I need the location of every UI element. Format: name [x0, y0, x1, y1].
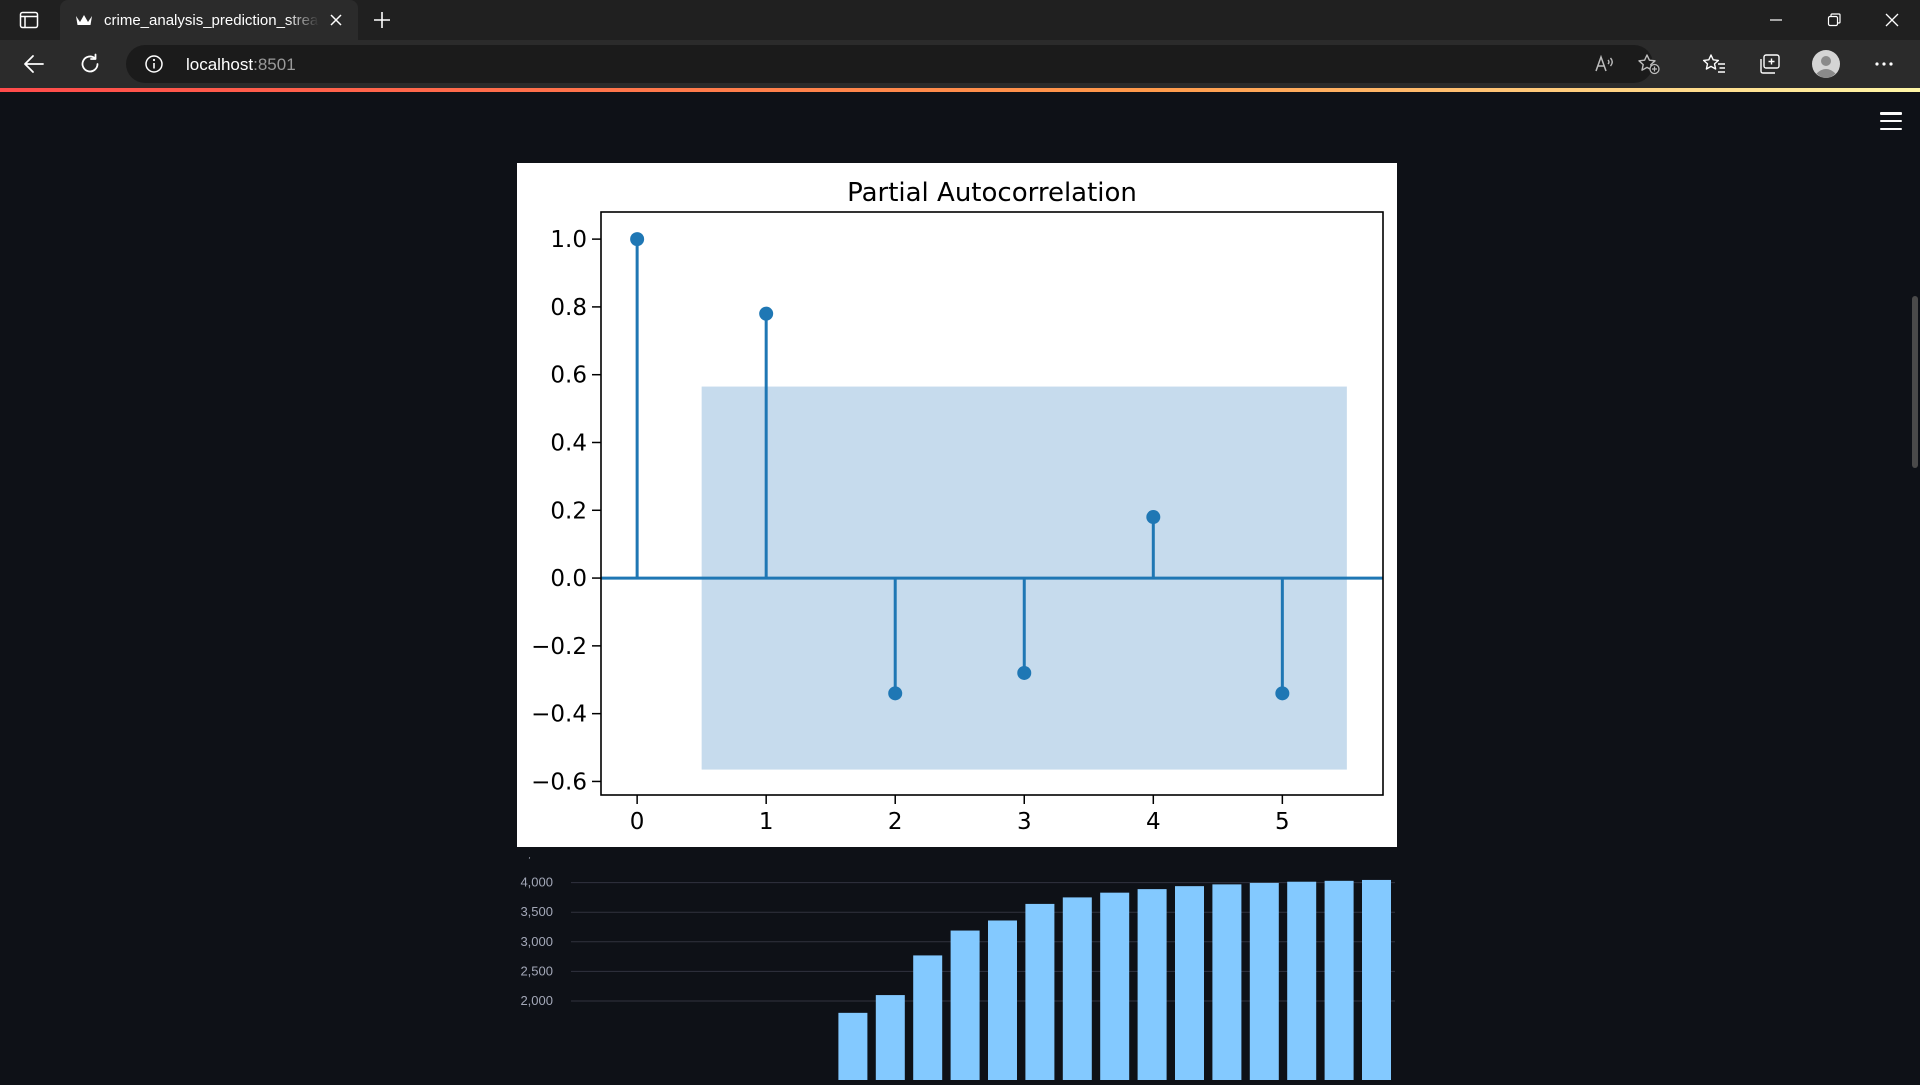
- bar-y-tick-label: 2,000: [520, 993, 553, 1008]
- tab-close-icon[interactable]: [326, 10, 346, 30]
- pacf-x-tick-label: 2: [888, 809, 903, 835]
- favorites-icon[interactable]: [1698, 48, 1730, 80]
- bar-mark: [875, 995, 905, 1080]
- tab-title: crime_analysis_prediction_streamlit: [104, 11, 319, 29]
- favorite-add-icon[interactable]: [1636, 52, 1662, 76]
- bar-mark: [1025, 903, 1055, 1080]
- bar-mark: [838, 1012, 868, 1080]
- bar-chart: 2,000 2,500 3,000 3,500 4,000 4,500: [505, 845, 1405, 1080]
- url-text[interactable]: localhost:8501: [186, 55, 296, 74]
- hamburger-menu-icon[interactable]: [1880, 112, 1902, 130]
- streamlit-page: 1.0 0.8 0.6 0.4 0.2 0.0 −0.2 −0.4 −0.6 0 1 2 3 4 5 Pa…: [0, 92, 1920, 1080]
- pacf-point: [630, 232, 645, 247]
- bar-mark: [1100, 892, 1130, 1080]
- pacf-title: Partial Autocorrelation: [847, 178, 1137, 208]
- browser-tab[interactable]: crime_analysis_prediction_streamlit: [60, 0, 358, 40]
- profile-avatar-icon[interactable]: [1810, 48, 1842, 80]
- pacf-point: [1146, 510, 1161, 525]
- site-info-icon[interactable]: [144, 54, 164, 74]
- bar-mark: [913, 955, 943, 1080]
- bar-mark: [1062, 897, 1092, 1080]
- address-bar[interactable]: localhost:8501: [126, 45, 1660, 83]
- bar-mark: [1287, 881, 1317, 1080]
- pacf-y-tick-label: −0.2: [531, 634, 587, 660]
- bar-mark: [950, 930, 980, 1080]
- bar-mark: [1175, 886, 1204, 1080]
- bar-y-tick-label: 4,500: [520, 857, 553, 860]
- pacf-y-tick-label: 1.0: [550, 227, 587, 253]
- pacf-point: [1275, 686, 1290, 701]
- pacf-x-tick-label: 5: [1275, 809, 1290, 835]
- back-arrow-icon[interactable]: [18, 48, 50, 80]
- pacf-y-tick-label: 0.8: [550, 295, 587, 321]
- bar-y-tick-label: 4,000: [520, 875, 553, 890]
- pacf-point: [759, 306, 774, 321]
- bar-y-tick-label: 2,500: [520, 963, 553, 978]
- bar-mark: [1249, 882, 1279, 1080]
- pacf-y-tick-label: −0.4: [531, 702, 587, 728]
- bar-mark: [1324, 880, 1354, 1080]
- pacf-x-tick-label: 3: [1017, 809, 1032, 835]
- read-aloud-icon[interactable]: [1592, 52, 1618, 76]
- bar-mark: [988, 920, 1017, 1080]
- pacf-point: [1017, 665, 1032, 680]
- refresh-icon[interactable]: [74, 48, 106, 80]
- pacf-chart: 1.0 0.8 0.6 0.4 0.2 0.0 −0.2 −0.4 −0.6 0 1 2 3 4 5 Pa…: [517, 163, 1397, 847]
- browser-toolbar: localhost:8501: [0, 40, 1920, 88]
- collections-icon[interactable]: [1754, 48, 1786, 80]
- page-scrollbar[interactable]: [1912, 296, 1918, 468]
- pacf-axes-frame: [600, 211, 1384, 796]
- tab-actions-icon[interactable]: [14, 8, 44, 32]
- pacf-x-tick-label: 1: [759, 809, 774, 835]
- bar-y-tick-label: 3,000: [520, 934, 553, 949]
- bar-mark: [1137, 889, 1167, 1080]
- restore-icon[interactable]: [1806, 0, 1862, 40]
- pacf-y-tick-label: 0.6: [550, 363, 587, 389]
- streamlit-crown-icon: [74, 10, 94, 30]
- bar-y-tick-label: 3,500: [520, 904, 553, 919]
- page-header-decoration: [0, 88, 1920, 92]
- bar-mark: [1362, 879, 1391, 1080]
- pacf-x-tick-label: 0: [630, 809, 645, 835]
- window-close-icon[interactable]: [1864, 0, 1920, 40]
- pacf-y-tick-label: 0.0: [550, 566, 587, 592]
- minimize-icon[interactable]: [1748, 0, 1804, 40]
- bar-mark: [1212, 884, 1242, 1080]
- pacf-y-tick-label: 0.2: [550, 498, 587, 524]
- pacf-x-tick-label: 4: [1146, 809, 1161, 835]
- pacf-point: [888, 686, 903, 701]
- new-tab-plus-icon[interactable]: [368, 6, 396, 34]
- browser-tab-strip: crime_analysis_prediction_streamlit: [0, 0, 1920, 40]
- more-menu-icon[interactable]: [1868, 48, 1900, 80]
- pacf-y-tick-label: 0.4: [550, 430, 587, 456]
- pacf-y-tick-label: −0.6: [531, 769, 587, 795]
